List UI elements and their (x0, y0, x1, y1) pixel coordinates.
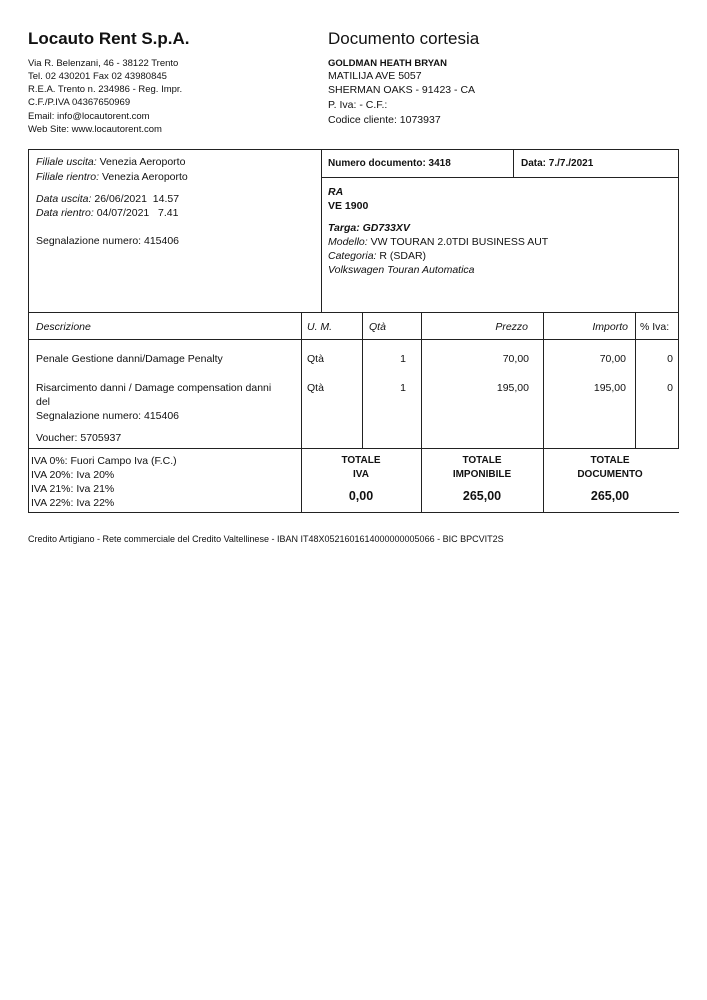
header-qty: Qtà (369, 321, 386, 333)
divider (301, 312, 302, 512)
company-email: Email: info@locautorent.com (28, 111, 150, 122)
row-qty: 1 (400, 353, 406, 365)
model-value: VW TOURAN 2.0TDI BUSINESS AUT (370, 236, 549, 248)
company-address-3: R.E.A. Trento n. 234986 - Reg. Impr. (28, 84, 183, 95)
row-description-cont: del (36, 396, 51, 408)
total-imponibile-value: 265,00 (462, 489, 502, 503)
total-documento-label1: TOTALE (590, 455, 630, 466)
divider (513, 149, 514, 177)
customer-name: GOLDMAN HEATH BRYAN (328, 58, 447, 69)
divider (321, 149, 322, 312)
header-price: Prezzo (495, 321, 528, 333)
row-price: 70,00 (502, 353, 529, 365)
total-iva-value: 0,00 (348, 489, 374, 503)
divider (28, 149, 29, 513)
vehicle-code-2: VE 1900 (328, 200, 369, 212)
company-address-4: C.F./P.IVA 04367650969 (28, 97, 131, 108)
divider (28, 339, 679, 340)
plate-label: Targa: (328, 222, 360, 234)
row-description: Penale Gestione danni/Damage Penalty (36, 353, 223, 365)
customer-code: Codice cliente: 1073937 (328, 114, 441, 126)
bank-footer: Credito Artigiano - Rete commerciale del… (28, 534, 504, 544)
branch-out-value: Venezia Aeroporto (99, 156, 186, 168)
header-vat: % Iva: (640, 321, 670, 333)
row-vat: 0 (667, 353, 673, 365)
total-iva-label1: TOTALE (341, 455, 381, 466)
category-label: Categoria: (328, 250, 377, 262)
branch-out: Filiale uscita: Venezia Aeroporto (36, 156, 185, 169)
total-imponibile-label2: IMPONIBILE (452, 469, 512, 480)
customer-address-2: SHERMAN OAKS - 91423 - CA (328, 84, 476, 96)
divider (543, 312, 544, 512)
branch-out-label: Filiale uscita: (36, 156, 97, 168)
plate-value: GD733XV (362, 222, 410, 234)
customer-address-1: MATILIJA AVE 5057 (328, 70, 422, 82)
row-unit: Qtà (307, 382, 324, 394)
branch-in-value: Venezia Aeroporto (101, 171, 188, 183)
date-in: Data rientro: 04/07/2021 7.41 (36, 207, 178, 220)
row-unit: Qtà (307, 353, 324, 365)
report-number: Segnalazione numero: 415406 (36, 235, 180, 247)
vat-line-20: IVA 20%: Iva 20% (31, 469, 115, 481)
date-out: Data uscita: 26/06/2021 14.57 (36, 193, 179, 206)
company-address-1: Via R. Belenzani, 46 - 38122 Trento (28, 58, 179, 69)
divider (28, 512, 679, 513)
row-qty: 1 (400, 382, 406, 394)
row-description: Risarcimento danni / Damage compensation… (36, 382, 272, 394)
divider (28, 149, 679, 150)
date-in-label: Data rientro: (36, 207, 94, 219)
total-documento-value: 265,00 (590, 489, 630, 503)
header-description: Descrizione (36, 321, 91, 333)
voucher: Voucher: 5705937 (36, 432, 122, 444)
branch-in: Filiale rientro: Venezia Aeroporto (36, 171, 188, 184)
divider (678, 149, 679, 448)
divider (421, 312, 422, 512)
divider (635, 312, 636, 448)
row-amount: 70,00 (599, 353, 626, 365)
date-in-value: 04/07/2021 7.41 (96, 207, 179, 219)
vehicle-plate: Targa: GD733XV (328, 222, 410, 235)
row-vat: 0 (667, 382, 673, 394)
divider (362, 312, 363, 448)
vehicle-category: Categoria: R (SDAR) (328, 250, 426, 263)
row-amount: 195,00 (593, 382, 626, 394)
company-website: Web Site: www.locautorent.com (28, 124, 162, 135)
customer-vat: P. Iva: - C.F.: (328, 99, 388, 111)
company-name: Locauto Rent S.p.A. (28, 29, 190, 48)
header-unit: U. M. (307, 321, 333, 333)
divider (28, 448, 679, 449)
date-out-label: Data uscita: (36, 193, 92, 205)
model-label: Modello: (328, 236, 368, 248)
document-title: Documento cortesia (328, 29, 480, 48)
row-description-report: Segnalazione numero: 415406 (36, 410, 180, 422)
vehicle-model: Modello: VW TOURAN 2.0TDI BUSINESS AUT (328, 236, 548, 249)
date-out-value: 26/06/2021 14.57 (94, 193, 180, 205)
company-address-2: Tel. 02 430201 Fax 02 43980845 (28, 71, 167, 82)
header-amount: Importo (592, 321, 628, 333)
row-price: 195,00 (496, 382, 529, 394)
document-number: Numero documento: 3418 (328, 158, 451, 169)
category-value: R (SDAR) (379, 250, 427, 262)
vehicle-code-1: RA (328, 186, 344, 198)
document-date: Data: 7./7./2021 (521, 158, 594, 169)
divider (28, 312, 679, 313)
total-documento-label2: DOCUMENTO (577, 469, 643, 480)
total-imponibile-label1: TOTALE (462, 455, 502, 466)
vat-line-21: IVA 21%: Iva 21% (31, 483, 115, 495)
total-iva-label2: IVA (353, 469, 369, 480)
vat-line-0: IVA 0%: Fuori Campo Iva (F.C.) (31, 455, 177, 467)
vat-line-22: IVA 22%: Iva 22% (31, 497, 115, 509)
vehicle-description: Volkswagen Touran Automatica (328, 264, 475, 276)
branch-in-label: Filiale rientro: (36, 171, 100, 183)
divider (321, 177, 679, 178)
